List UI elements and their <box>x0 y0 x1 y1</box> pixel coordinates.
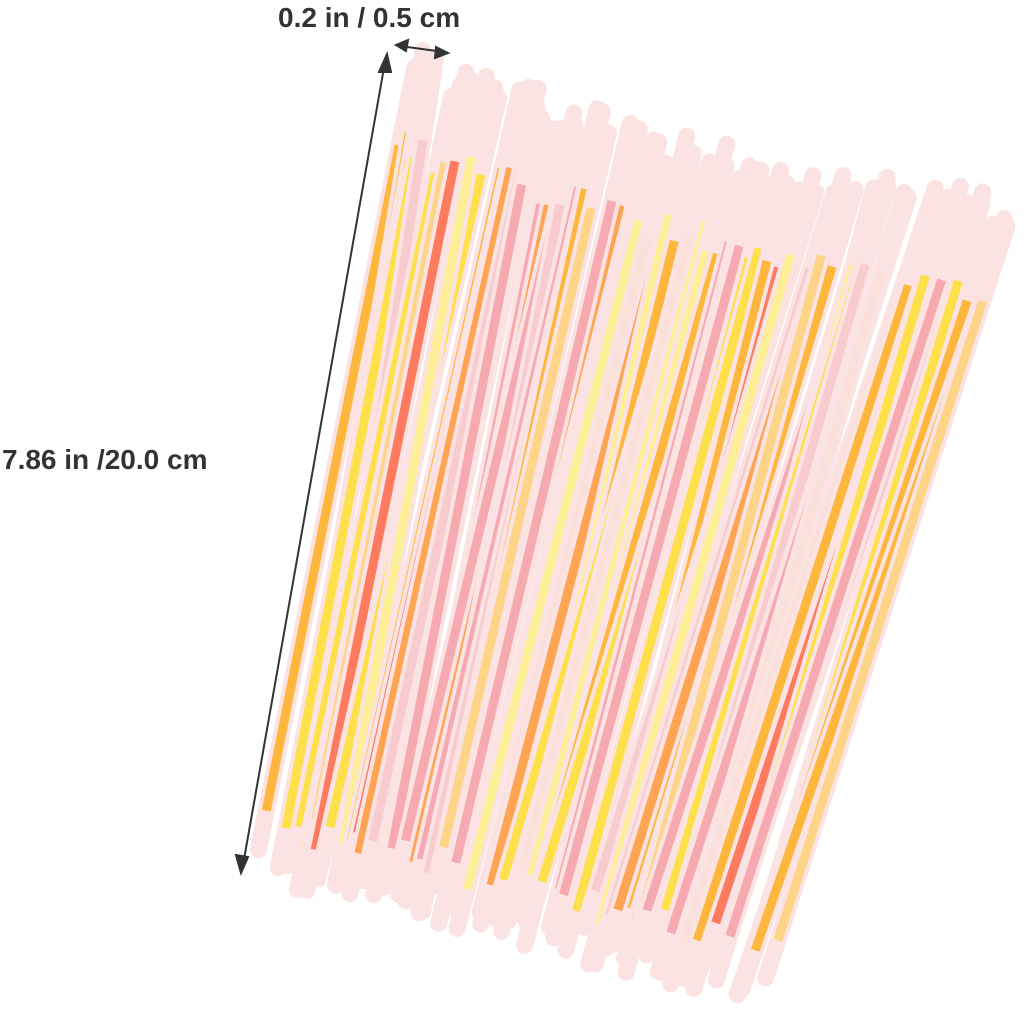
width-arrow <box>393 38 451 60</box>
glow-stick-core <box>773 300 987 942</box>
glow-stick-core <box>261 144 404 812</box>
glow-stick-core <box>595 253 795 926</box>
glow-stick-core <box>572 247 764 913</box>
glow-sticks-bundle <box>249 42 1016 1004</box>
glow-stick-core <box>295 172 440 828</box>
glow-stick-core <box>310 160 460 851</box>
glow-stick-core <box>451 200 617 864</box>
glow-stick-core <box>559 244 744 896</box>
glow-stick-core <box>462 219 644 891</box>
glow-stick-core <box>518 235 695 871</box>
glow-stick-core <box>354 167 516 855</box>
width-dimension-label: 0.2 in / 0.5 cm <box>278 2 461 33</box>
glow-stick-core <box>693 284 913 942</box>
glow-stick-core <box>725 278 946 938</box>
glow-stick-core <box>338 156 476 846</box>
glow-stick-core <box>387 183 527 850</box>
glow-stick-core <box>281 157 420 829</box>
length-dimension-label: 7.86 in /20.0 cm <box>2 444 208 475</box>
length-arrow <box>234 50 393 876</box>
glow-stick-core <box>439 207 596 849</box>
